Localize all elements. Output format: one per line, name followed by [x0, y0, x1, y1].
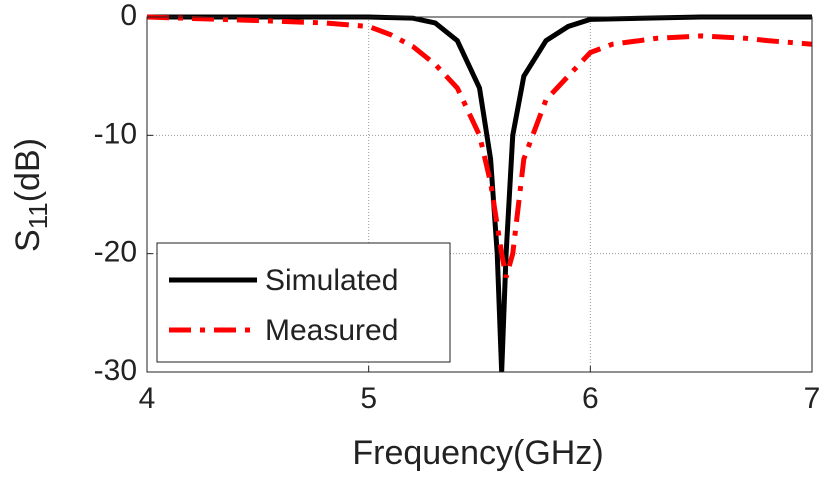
series-line [146, 14, 813, 279]
legend-label: Measured [265, 314, 398, 347]
y-tick-label: -20 [94, 236, 137, 269]
y-axis-label: S11(dB) [9, 138, 53, 252]
y-label-rest: (dB) [9, 138, 47, 202]
x-tick-label: 4 [139, 382, 156, 415]
x-tick-label: 7 [804, 382, 821, 415]
y-tick-label: -30 [94, 354, 137, 387]
legend-box [156, 242, 451, 363]
y-label-main: S [9, 229, 47, 252]
legend-label: Simulated [265, 264, 398, 297]
series-line [147, 14, 812, 373]
x-tick-label: 5 [360, 382, 377, 415]
x-axis-label: Frequency(GHz) [352, 434, 603, 472]
y-label-sub: 11 [23, 202, 53, 229]
plot-border [146, 16, 813, 373]
x-tick-label: 6 [582, 382, 599, 415]
y-tick-label: 0 [120, 0, 137, 32]
y-tick-label: -10 [94, 117, 137, 150]
